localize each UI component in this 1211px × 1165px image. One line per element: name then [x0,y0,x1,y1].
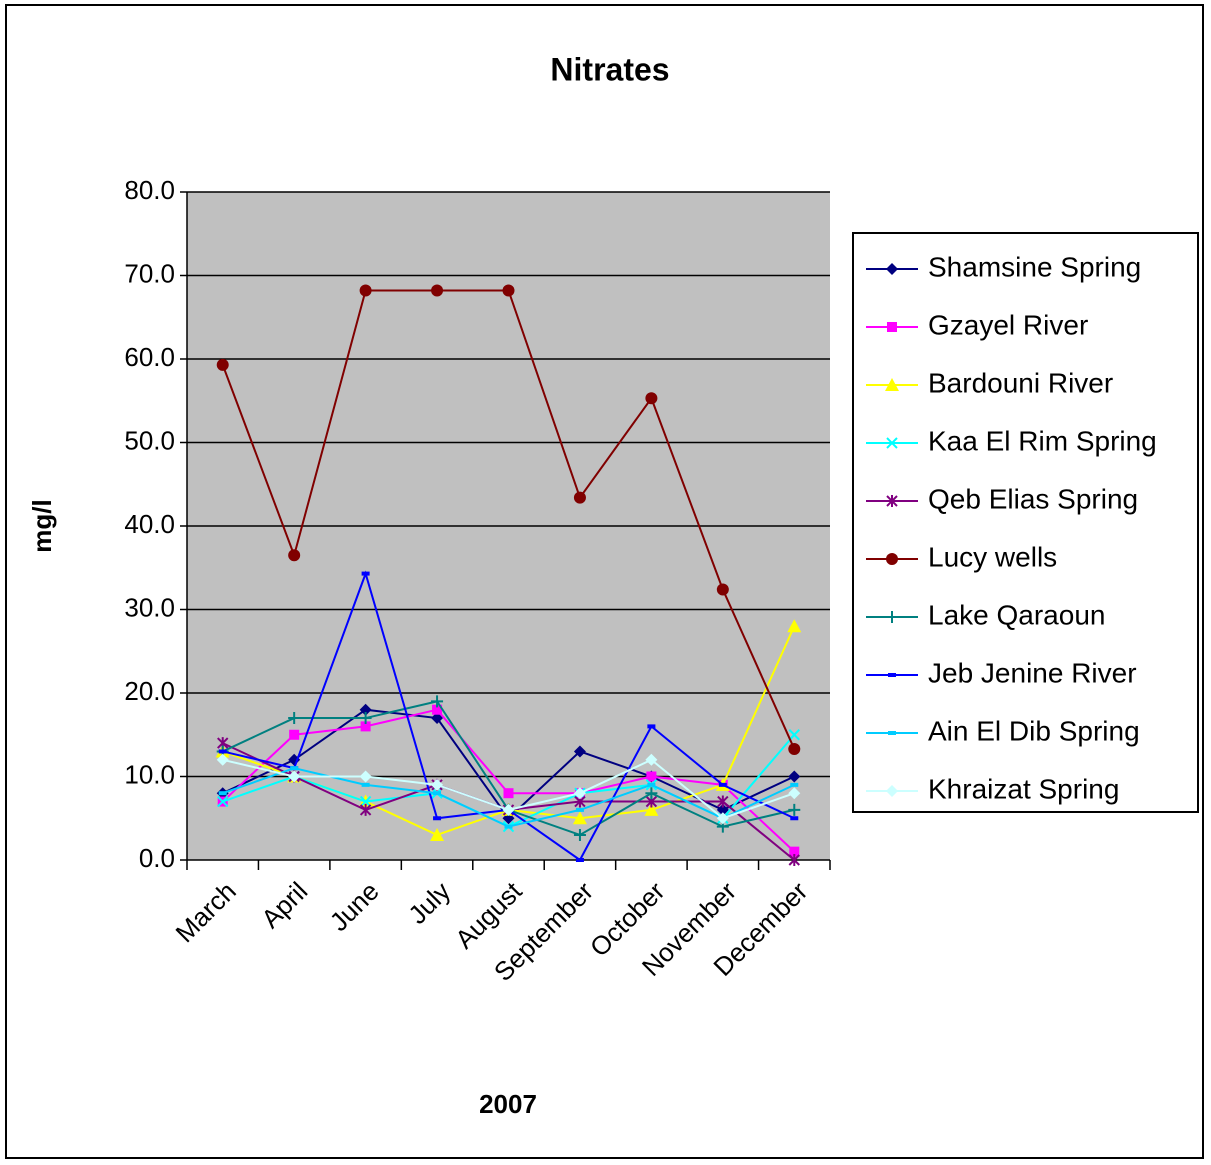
y-tick-label: 0.0 [139,843,175,873]
y-axis-label: mg/l [27,499,57,552]
marker [888,731,896,735]
marker [647,782,656,787]
x-axis-label: 2007 [479,1089,537,1119]
marker [788,742,801,755]
marker [502,284,515,297]
y-tick-label: 80.0 [124,175,175,205]
marker [431,695,444,708]
marker [216,753,229,766]
marker [646,771,657,782]
marker [361,782,370,787]
marker [573,828,586,841]
y-tick-label: 60.0 [124,342,175,372]
y-tick-label: 10.0 [124,759,175,789]
marker [886,495,898,507]
marker [361,571,370,576]
marker [788,770,801,783]
marker [504,824,513,829]
legend [852,232,1199,813]
marker [502,803,515,816]
legend-label: Gzayel River [928,309,1088,340]
legend-label: Lucy wells [928,541,1057,572]
marker [717,795,729,808]
marker [886,263,898,275]
marker [288,549,301,562]
marker [218,749,227,754]
marker [359,712,372,725]
y-tick-label: 20.0 [124,676,175,706]
marker [503,788,514,799]
marker [431,712,444,725]
marker [430,827,445,841]
legend-label: Shamsine Spring [928,251,1141,282]
marker [433,816,442,821]
marker [790,782,799,787]
marker [788,729,800,741]
marker [431,778,444,791]
marker [359,803,372,816]
marker [788,803,801,816]
y-tick-label: 30.0 [124,592,175,622]
marker [645,392,658,405]
chart-title: Nitrates [550,51,669,87]
marker [217,795,229,808]
marker [573,491,586,504]
marker [218,791,227,796]
marker [359,284,372,297]
marker [790,816,799,821]
legend-label: Kaa El Rim Spring [928,425,1157,456]
marker [886,553,898,565]
marker [886,611,898,623]
legend-label: Lake Qaraoun [928,599,1105,630]
marker [575,858,584,862]
marker [645,787,658,800]
marker [716,812,729,825]
marker [788,787,801,800]
marker [787,619,802,633]
marker [290,766,299,771]
marker [573,745,586,758]
marker [716,583,729,596]
marker [788,854,800,866]
marker [718,782,727,787]
marker [886,785,898,797]
legend-label: Qeb Elias Spring [928,483,1138,514]
marker [716,803,729,816]
marker [288,712,301,725]
marker [360,721,371,732]
marker [885,378,899,391]
marker [288,770,301,783]
marker [216,358,229,371]
marker [289,729,300,740]
marker [886,437,898,449]
y-tick-label: 50.0 [124,425,175,455]
marker [359,703,372,716]
y-tick-label: 40.0 [124,509,175,539]
marker [887,322,897,332]
legend-label: Bardouni River [928,367,1113,398]
marker [432,704,443,715]
marker [888,673,896,677]
marker [644,802,659,816]
marker [573,787,586,800]
marker [359,795,372,808]
legend-label: Khraizat Spring [928,773,1119,804]
marker [789,846,800,857]
marker [575,807,584,812]
legend-label: Ain El Dib Spring [928,715,1140,746]
marker [647,724,656,729]
marker [572,811,587,825]
marker [359,770,372,783]
legend-label: Jeb Jenine River [928,657,1137,688]
marker [431,284,444,297]
marker [645,753,658,766]
y-tick-label: 70.0 [124,258,175,288]
marker [433,791,442,796]
